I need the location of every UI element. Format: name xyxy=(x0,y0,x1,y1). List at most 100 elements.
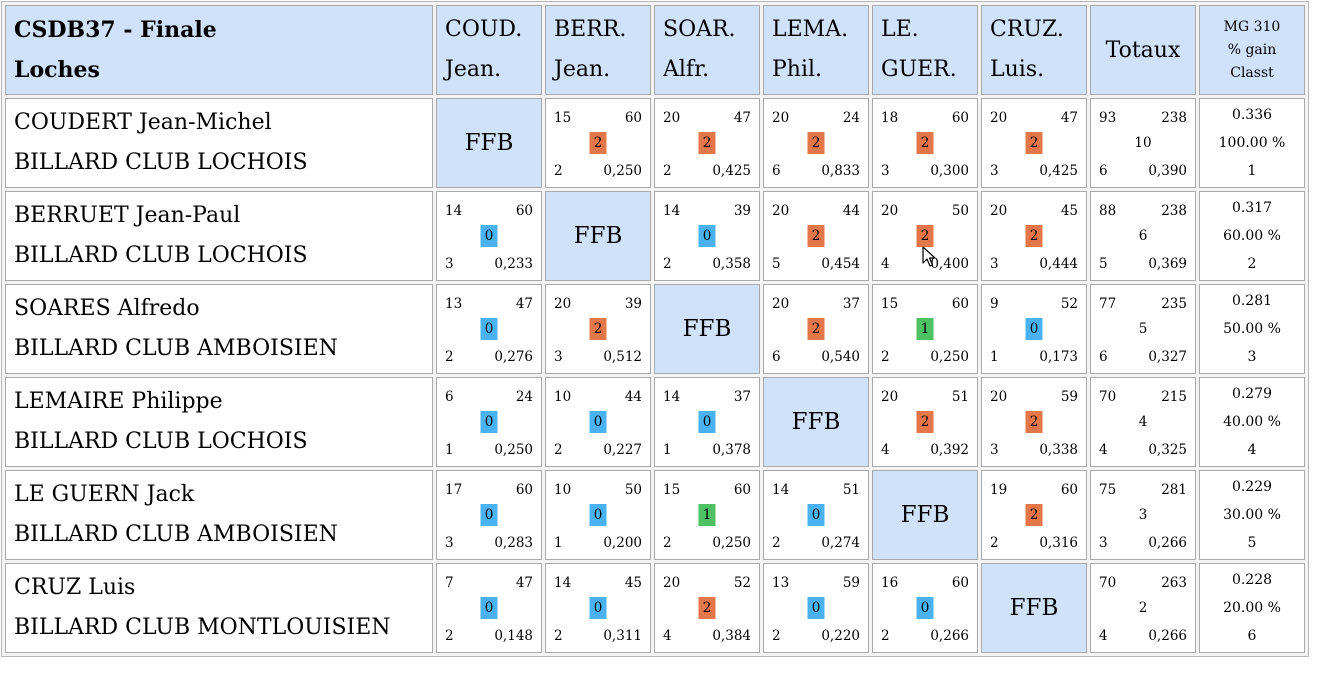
match-average: 0,266 xyxy=(930,628,969,644)
match-result-badge: 2 xyxy=(807,132,825,154)
mg-header-label: MG 310 xyxy=(1223,18,1281,35)
match-cell: 15 60 2 2 0,250 xyxy=(545,98,651,188)
match-distance: 51 xyxy=(842,482,860,498)
match-result-badge: 2 xyxy=(1025,411,1043,433)
match-distance: 44 xyxy=(842,203,860,219)
match-high-run: 3 xyxy=(554,349,563,365)
column-header-lema: LEMA. Phil. xyxy=(763,5,869,95)
match-average: 0,227 xyxy=(603,442,642,458)
total-average: 0,325 xyxy=(1148,442,1187,458)
match-cell: 14 45 0 2 0,311 xyxy=(545,563,651,653)
total-points: 75 xyxy=(1099,482,1117,498)
match-cell: 13 59 0 2 0,220 xyxy=(763,563,869,653)
self-match-cell: FFB xyxy=(654,284,760,374)
match-points: 14 xyxy=(663,389,681,405)
gain-percent: 20.00 % xyxy=(1223,600,1281,616)
match-points: 14 xyxy=(554,575,572,591)
total-points: 77 xyxy=(1099,296,1117,312)
match-high-run: 2 xyxy=(881,628,890,644)
match-distance: 47 xyxy=(1060,110,1078,126)
match-points: 20 xyxy=(990,389,1008,405)
match-distance: 39 xyxy=(624,296,642,312)
match-high-run: 1 xyxy=(445,442,454,458)
match-result-badge: 0 xyxy=(589,504,607,526)
player-cell: BERRUET Jean-Paul BILLARD CLUB LOCHOIS xyxy=(5,191,433,281)
totals-cell: 75 281 3 3 0,266 xyxy=(1090,470,1196,560)
match-cell: 15 60 1 2 0,250 xyxy=(872,284,978,374)
match-distance: 59 xyxy=(1060,389,1078,405)
match-result-badge: 2 xyxy=(1025,225,1043,247)
match-cell: 20 44 2 5 0,454 xyxy=(763,191,869,281)
match-result-badge: 0 xyxy=(589,411,607,433)
match-distance: 60 xyxy=(1060,482,1078,498)
match-average: 0,512 xyxy=(603,349,642,365)
match-average: 0,200 xyxy=(603,535,642,551)
match-high-run: 2 xyxy=(881,349,890,365)
match-cell: 20 51 2 4 0,392 xyxy=(872,377,978,467)
match-high-run: 2 xyxy=(772,535,781,551)
match-result-badge: 0 xyxy=(480,411,498,433)
total-high-run: 4 xyxy=(1099,628,1108,644)
match-distance: 44 xyxy=(624,389,642,405)
match-high-run: 1 xyxy=(990,349,999,365)
total-high-run: 3 xyxy=(1099,535,1108,551)
ranking-cell: 0.281 50.00 % 3 xyxy=(1199,284,1305,374)
match-average: 0,173 xyxy=(1039,349,1078,365)
match-distance: 51 xyxy=(951,389,969,405)
ranking-cell: 0.336 100.00 % 1 xyxy=(1199,98,1305,188)
column-header-line1: LEMA. xyxy=(772,17,849,42)
match-distance: 60 xyxy=(951,296,969,312)
match-average: 0,250 xyxy=(494,442,533,458)
player-club: BILLARD CLUB LOCHOIS xyxy=(14,243,308,268)
totals-cell: 77 235 5 6 0,327 xyxy=(1090,284,1196,374)
match-points: 15 xyxy=(881,296,899,312)
match-result-badge: 0 xyxy=(698,225,716,247)
match-distance: 60 xyxy=(951,110,969,126)
ranking-cell: 0.279 40.00 % 4 xyxy=(1199,377,1305,467)
match-result-badge: 2 xyxy=(698,597,716,619)
rank-position: 5 xyxy=(1247,535,1257,551)
ranking-cell: 0.317 60.00 % 2 xyxy=(1199,191,1305,281)
match-points: 20 xyxy=(663,110,681,126)
column-header-line2: GUER. xyxy=(881,57,957,82)
match-points: 13 xyxy=(445,296,463,312)
match-cell: 17 60 0 3 0,283 xyxy=(436,470,542,560)
match-result-badge: 2 xyxy=(589,132,607,154)
match-cell: 19 60 2 2 0,316 xyxy=(981,470,1087,560)
competition-location: Loches xyxy=(14,57,100,83)
match-high-run: 3 xyxy=(990,256,999,272)
total-match-points: 5 xyxy=(1138,321,1148,337)
match-result-badge: 2 xyxy=(698,132,716,154)
general-average: 0.281 xyxy=(1231,293,1273,309)
match-result-badge: 2 xyxy=(916,411,934,433)
column-header-line1: LE. xyxy=(881,17,919,42)
match-high-run: 2 xyxy=(990,535,999,551)
player-cell: LEMAIRE Philippe BILLARD CLUB LOCHOIS xyxy=(5,377,433,467)
player-cell: SOARES Alfredo BILLARD CLUB AMBOISIEN xyxy=(5,284,433,374)
match-result-badge: 0 xyxy=(589,597,607,619)
match-points: 14 xyxy=(445,203,463,219)
match-points: 7 xyxy=(445,575,454,591)
match-high-run: 1 xyxy=(554,535,563,551)
total-high-run: 6 xyxy=(1099,163,1108,179)
column-header-cruz: CRUZ. Luis. xyxy=(981,5,1087,95)
match-high-run: 5 xyxy=(772,256,781,272)
match-high-run: 3 xyxy=(881,163,890,179)
ranking-cell: 0.228 20.00 % 6 xyxy=(1199,563,1305,653)
match-average: 0,250 xyxy=(712,535,751,551)
match-cell: 14 60 0 3 0,233 xyxy=(436,191,542,281)
match-high-run: 2 xyxy=(445,628,454,644)
match-average: 0,250 xyxy=(930,349,969,365)
totals-cell: 88 238 6 5 0,369 xyxy=(1090,191,1196,281)
match-result-badge: 0 xyxy=(480,225,498,247)
match-high-run: 3 xyxy=(990,163,999,179)
match-points: 20 xyxy=(772,203,790,219)
match-high-run: 2 xyxy=(554,628,563,644)
match-average: 0,392 xyxy=(930,442,969,458)
total-points: 88 xyxy=(1099,203,1117,219)
match-distance: 47 xyxy=(515,296,533,312)
match-distance: 24 xyxy=(842,110,860,126)
column-header-line1: COUD. xyxy=(445,17,523,42)
match-points: 20 xyxy=(881,203,899,219)
match-result-badge: 1 xyxy=(916,318,934,340)
